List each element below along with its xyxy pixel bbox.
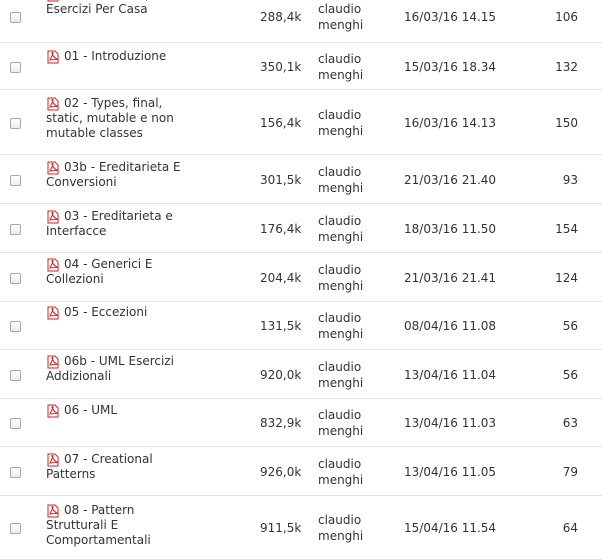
- file-size: 911,5k: [260, 521, 302, 535]
- file-size: 926,0k: [260, 464, 302, 479]
- pdf-icon: [46, 355, 60, 369]
- pdf-icon: [46, 306, 60, 320]
- pdf-icon: [46, 258, 60, 272]
- table-row: 07 - Creational Patterns 926,0k claudio me…: [0, 447, 602, 496]
- row-checkbox[interactable]: [10, 369, 21, 381]
- download-count: 150: [555, 115, 578, 130]
- file-size: 156,4k: [260, 115, 302, 130]
- row-checkbox[interactable]: [10, 321, 21, 332]
- row-checkbox[interactable]: [10, 11, 21, 23]
- file-size: 288,4k: [260, 9, 302, 24]
- download-count: 132: [555, 59, 578, 74]
- pdf-icon: [46, 50, 60, 64]
- download-count: 154: [555, 221, 578, 236]
- pdf-icon: [46, 210, 60, 224]
- row-checkbox[interactable]: [10, 61, 21, 73]
- table-row: 03 - Ereditarieta e Interfacce 176,4k clau…: [0, 204, 602, 253]
- file-name-link[interactable]: 02 - Types, final, static, mutable e non…: [46, 96, 174, 140]
- file-size: 176,4k: [260, 221, 302, 236]
- download-count: 56: [562, 319, 578, 333]
- file-name-link[interactable]: 01 - Introduzione: [64, 49, 167, 63]
- file-date: 18/03/16 11.50: [404, 221, 497, 236]
- file-date: 13/04/16 11.04: [404, 367, 497, 382]
- file-owner: claudio menghi: [318, 213, 364, 244]
- table-row: 02 - Types, final, static, mutable e non…: [0, 90, 602, 155]
- file-owner: claudio menghi: [318, 456, 364, 487]
- file-date: 16/03/16 14.13: [404, 115, 497, 130]
- file-name-link[interactable]: 05 - Eccezioni: [64, 305, 148, 319]
- row-checkbox[interactable]: [10, 272, 21, 284]
- file-owner: claudio menghi: [318, 359, 364, 390]
- file-name-link[interactable]: 03 - Ereditarieta e Interfacce: [46, 209, 173, 238]
- file-date: 21/03/16 21.40: [404, 172, 497, 187]
- file-owner: claudio menghi: [318, 513, 364, 543]
- download-count: 106: [555, 9, 578, 24]
- file-name-link[interactable]: 08 - Pattern Strutturali E Comportamenta…: [46, 503, 151, 547]
- pdf-icon: [46, 404, 60, 418]
- file-owner: claudio menghi: [318, 311, 364, 341]
- file-size: 920,0k: [260, 367, 302, 382]
- download-count: 63: [562, 416, 578, 430]
- row-checkbox[interactable]: [10, 466, 21, 478]
- download-count: 79: [562, 464, 578, 479]
- file-size: 301,5k: [260, 172, 302, 187]
- table-row: 08 - Pattern Strutturali E Comportamenta…: [0, 496, 602, 560]
- file-size: 350,1k: [260, 59, 302, 74]
- file-date: 08/04/16 11.08: [404, 319, 497, 333]
- row-checkbox[interactable]: [10, 418, 21, 429]
- file-name-link[interactable]: 07 - Creational Patterns: [46, 452, 153, 481]
- file-size: 204,4k: [260, 270, 302, 285]
- file-name-link[interactable]: 00 - Guida Export Esercizi Per Casa: [46, 0, 170, 16]
- table-row: 03b - Ereditarieta E Conversioni 301,5k cl…: [0, 155, 602, 204]
- download-count: 56: [562, 367, 578, 382]
- file-date: 15/03/16 18.34: [404, 59, 497, 74]
- file-owner: claudio menghi: [318, 51, 364, 82]
- table-row: 04 - Generici E Collezioni 204,4k claudio …: [0, 253, 602, 302]
- download-count: 124: [555, 270, 578, 285]
- pdf-icon: [46, 161, 60, 175]
- row-checkbox[interactable]: [10, 523, 21, 534]
- pdf-icon: [46, 97, 60, 111]
- file-owner: claudio menghi: [318, 107, 364, 138]
- file-owner: claudio menghi: [318, 408, 364, 438]
- file-date: 13/04/16 11.05: [404, 464, 497, 479]
- file-owner: claudio menghi: [318, 262, 364, 293]
- file-date: 21/03/16 21.41: [404, 270, 497, 285]
- pdf-icon: [46, 453, 60, 467]
- file-size: 832,9k: [260, 416, 302, 430]
- file-date: 16/03/16 14.15: [404, 9, 497, 24]
- download-count: 64: [562, 521, 578, 535]
- table-row: 06b - UML Esercizi Addizionali 920,0k clau…: [0, 350, 602, 399]
- download-count: 93: [562, 172, 578, 187]
- file-date: 13/04/16 11.03: [404, 416, 497, 430]
- file-name-link[interactable]: 03b - Ereditarieta E Conversioni: [46, 160, 181, 189]
- row-checkbox[interactable]: [10, 223, 21, 235]
- table-row: 06 - UML 832,9k claudio menghi 13/04/16 11.…: [0, 399, 602, 447]
- file-name-link[interactable]: 06 - UML: [64, 403, 118, 417]
- row-checkbox[interactable]: [10, 174, 21, 186]
- table-row: 01 - Introduzione 350,1k claudio menghi 15/…: [0, 43, 602, 90]
- pdf-icon: [46, 504, 60, 518]
- file-name-link[interactable]: 06b - UML Esercizi Addizionali: [46, 354, 174, 383]
- table-row: 00 - Guida Export Esercizi Per Casa 288,4…: [0, 0, 602, 43]
- file-owner: claudio menghi: [318, 1, 364, 32]
- file-owner: claudio menghi: [318, 164, 364, 195]
- file-name-link[interactable]: 04 - Generici E Collezioni: [46, 257, 153, 286]
- file-date: 15/04/16 11.54: [404, 521, 497, 535]
- table-row: 05 - Eccezioni 131,5k claudio menghi 08/04/…: [0, 302, 602, 350]
- row-checkbox[interactable]: [10, 117, 21, 129]
- file-size: 131,5k: [260, 319, 302, 333]
- pdf-icon: [46, 0, 60, 2]
